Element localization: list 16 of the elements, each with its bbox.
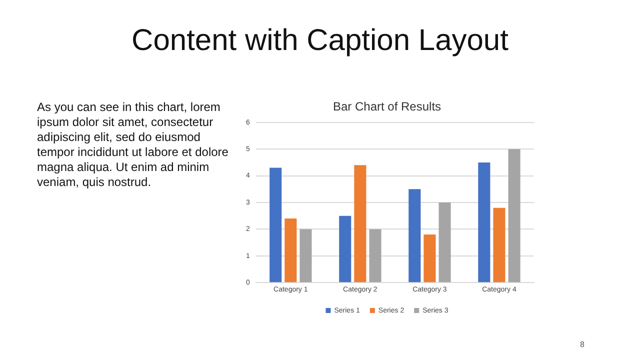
bar bbox=[369, 229, 382, 282]
text: As you can see in this chart, lorem ipsum dolor sit amet, consectetur adipiscing elit, sed do eiusmod tempor incididunt ut labore et dolore magna aliqua. Ut enim ad minim veniam, quis nostrud. bbox=[37, 100, 230, 190]
bar bbox=[438, 202, 451, 282]
bar bbox=[478, 162, 490, 282]
bar bbox=[339, 216, 352, 282]
bar bbox=[508, 149, 520, 282]
bar bbox=[408, 189, 421, 282]
chart-title: Bar Chart of Results bbox=[332, 100, 442, 114]
bar bbox=[284, 218, 297, 282]
bar bbox=[424, 234, 436, 282]
bar bbox=[300, 229, 312, 282]
bar bbox=[354, 165, 366, 282]
bar bbox=[270, 168, 282, 282]
bar bbox=[493, 208, 506, 282]
text: 8 bbox=[580, 340, 584, 349]
text: Content with Caption Layout bbox=[130, 24, 510, 58]
